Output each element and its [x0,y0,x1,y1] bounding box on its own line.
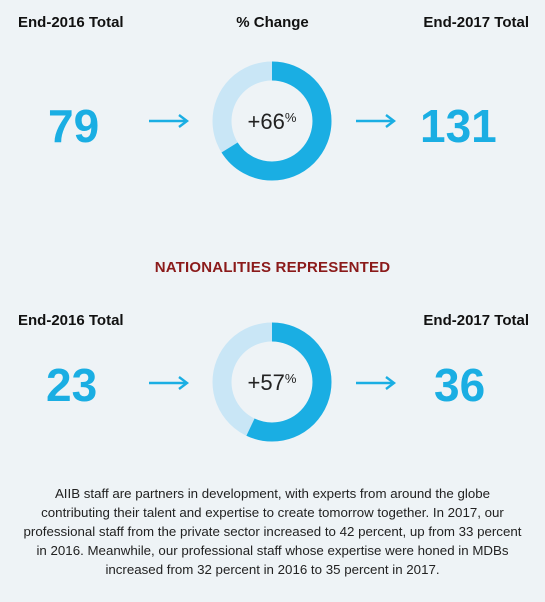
top-right-header: End-2017 Total [423,14,529,31]
nat-change-label: +57% [247,370,297,395]
arrow-right-icon [149,376,189,390]
section-title: NATIONALITIES REPRESENTED [154,259,391,276]
description-paragraph: AIIB staff are partners in development, … [23,486,522,577]
top-center-header: % Change [236,14,309,31]
top-change-label: +66% [247,109,297,134]
nat-right-header: End-2017 Total [423,312,529,329]
arrow-right-icon [149,114,189,128]
nat-end-value: 36 [434,359,486,411]
top-change-donut [212,61,332,181]
nat-start-value: 23 [46,359,98,411]
arrow-right-icon [356,376,396,390]
top-start-value: 79 [48,100,100,152]
top-left-header: End-2016 Total [18,14,124,31]
arrow-right-icon [356,114,396,128]
nat-left-header: End-2016 Total [18,312,124,329]
top-end-value: 131 [420,100,497,152]
nat-change-donut [212,322,332,442]
